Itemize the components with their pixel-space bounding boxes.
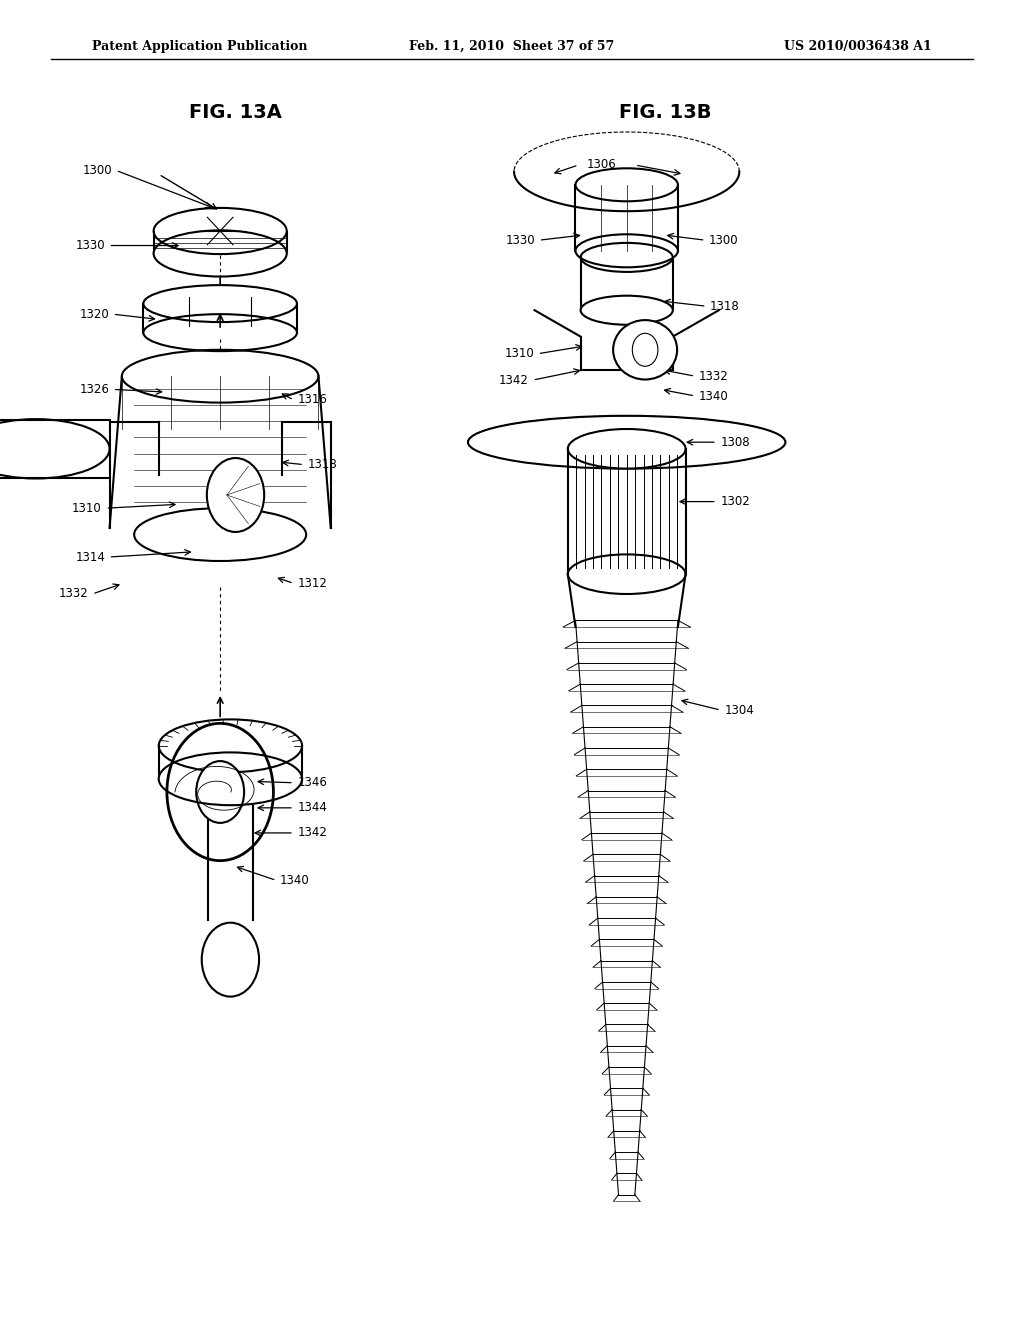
Text: 1332: 1332 — [698, 370, 729, 383]
Ellipse shape — [154, 230, 287, 276]
Text: 1342: 1342 — [499, 374, 529, 387]
Text: 1340: 1340 — [698, 389, 729, 403]
Ellipse shape — [581, 296, 673, 325]
Text: 1304: 1304 — [724, 704, 755, 717]
Ellipse shape — [143, 285, 297, 322]
Ellipse shape — [567, 554, 686, 594]
Circle shape — [207, 458, 264, 532]
Circle shape — [633, 334, 657, 367]
Ellipse shape — [468, 416, 785, 469]
Text: 1330: 1330 — [506, 234, 535, 247]
Ellipse shape — [575, 168, 678, 201]
Ellipse shape — [154, 209, 287, 253]
Text: 1332: 1332 — [58, 587, 89, 601]
Text: 1346: 1346 — [297, 776, 328, 789]
Text: 1300: 1300 — [83, 164, 112, 177]
Ellipse shape — [159, 752, 302, 805]
Ellipse shape — [581, 243, 673, 272]
Circle shape — [167, 723, 273, 861]
Ellipse shape — [159, 719, 302, 772]
Text: 1314: 1314 — [75, 550, 105, 564]
Text: Patent Application Publication: Patent Application Publication — [92, 40, 307, 53]
Ellipse shape — [613, 321, 677, 380]
Text: FIG. 13A: FIG. 13A — [189, 103, 282, 121]
Text: 1306: 1306 — [586, 158, 616, 172]
Text: 1300: 1300 — [710, 234, 738, 247]
Circle shape — [197, 762, 244, 822]
Ellipse shape — [514, 132, 739, 211]
Ellipse shape — [567, 429, 686, 469]
Text: 1310: 1310 — [72, 502, 102, 515]
Ellipse shape — [122, 350, 318, 403]
Text: FIG. 13B: FIG. 13B — [620, 103, 712, 121]
Circle shape — [202, 923, 259, 997]
Text: 1312: 1312 — [297, 577, 328, 590]
Ellipse shape — [0, 418, 110, 479]
Text: 1318: 1318 — [710, 300, 740, 313]
Text: 1342: 1342 — [297, 826, 328, 840]
Text: 1318: 1318 — [307, 458, 338, 471]
Text: 1310: 1310 — [504, 347, 535, 360]
Ellipse shape — [134, 508, 306, 561]
Text: 1330: 1330 — [76, 239, 104, 252]
Text: Feb. 11, 2010  Sheet 37 of 57: Feb. 11, 2010 Sheet 37 of 57 — [410, 40, 614, 53]
Ellipse shape — [575, 235, 678, 268]
Text: 1308: 1308 — [721, 436, 750, 449]
Text: 1344: 1344 — [297, 801, 328, 814]
Text: 1302: 1302 — [720, 495, 751, 508]
Text: US 2010/0036438 A1: US 2010/0036438 A1 — [784, 40, 932, 53]
Ellipse shape — [143, 314, 297, 351]
Text: 1320: 1320 — [79, 308, 110, 321]
Text: 1340: 1340 — [280, 874, 310, 887]
Text: 1326: 1326 — [79, 383, 110, 396]
Text: 1316: 1316 — [297, 393, 328, 407]
